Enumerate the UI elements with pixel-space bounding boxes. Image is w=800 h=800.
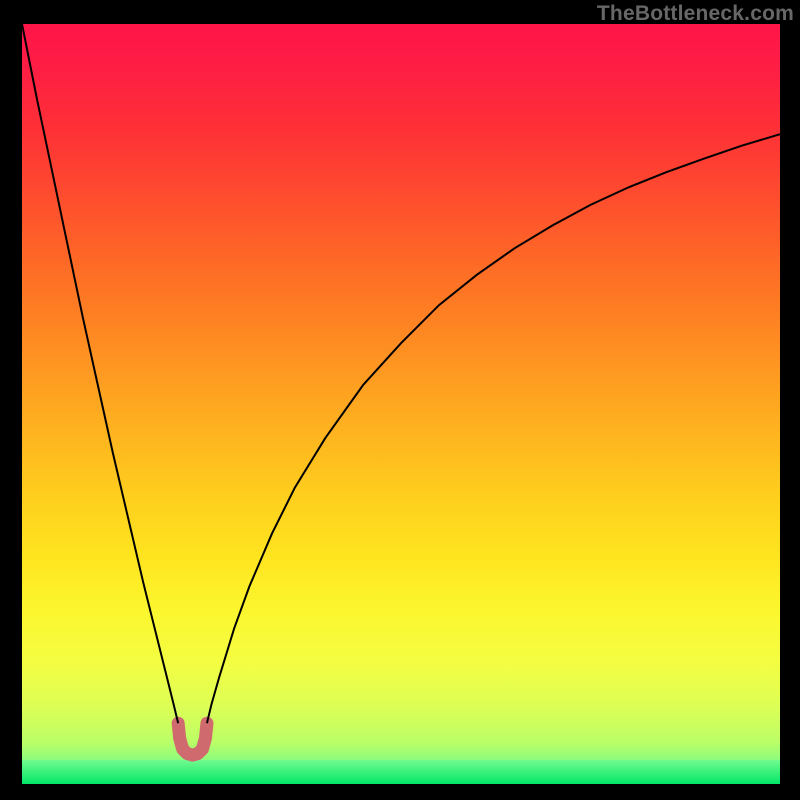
bottom-green-band [22, 760, 780, 784]
figure-frame: TheBottleneck.com [0, 0, 800, 800]
plot-area [22, 24, 780, 784]
plot-svg [22, 24, 780, 784]
watermark-text: TheBottleneck.com [597, 2, 794, 26]
gradient-background [22, 24, 780, 784]
